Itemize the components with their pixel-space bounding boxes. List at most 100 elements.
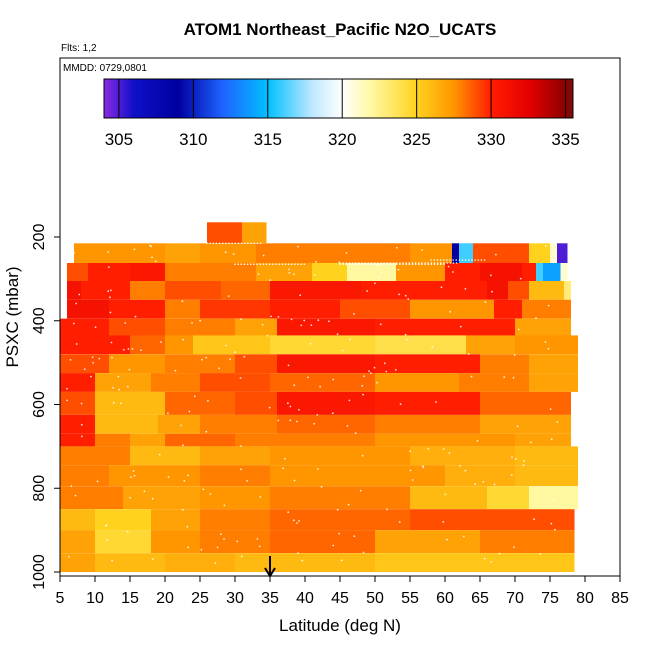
track-point (129, 496, 132, 499)
track-point (126, 530, 129, 533)
track-point (151, 497, 154, 500)
heatmap-cell (165, 243, 200, 263)
x-tick-label-55: 55 (401, 590, 419, 607)
track-point (464, 259, 467, 261)
heatmap-cell (270, 299, 340, 319)
heatmap-cell (95, 553, 165, 572)
track-point (118, 388, 120, 391)
track-point (303, 263, 306, 266)
track-point (134, 315, 137, 318)
track-point (109, 311, 112, 314)
date-label: MMDD: 0729,0801 (63, 63, 147, 74)
track-point (447, 265, 450, 268)
track-point (240, 242, 243, 245)
track-point (424, 263, 426, 266)
track-point (262, 263, 265, 266)
track-point (421, 249, 423, 251)
track-point (433, 263, 436, 266)
track-point (464, 288, 467, 290)
flight-track-points (66, 242, 559, 565)
track-point (270, 315, 272, 318)
track-point (452, 271, 454, 273)
heatmap-cell (375, 530, 480, 554)
track-point (253, 242, 255, 245)
track-point (367, 262, 370, 264)
track-point (361, 384, 364, 387)
track-point (287, 263, 290, 266)
heatmap-cell (151, 373, 200, 392)
track-point (373, 366, 376, 369)
track-point (111, 559, 113, 562)
track-point (455, 259, 458, 261)
track-point (275, 263, 277, 266)
track-point (418, 263, 420, 266)
track-point (399, 263, 401, 266)
track-point (495, 253, 497, 256)
track-point (340, 559, 343, 562)
heatmap-cell (95, 509, 151, 531)
track-point (421, 465, 424, 467)
x-axis-label: Latitude (deg N) (279, 616, 401, 635)
track-point (72, 322, 75, 325)
track-point (513, 546, 515, 548)
track-point (355, 262, 357, 264)
colorbar: 305 310 315 320 325 330 335 (103, 78, 580, 149)
heatmap-cell (151, 509, 200, 531)
track-point (392, 262, 395, 264)
track-point (389, 262, 392, 264)
track-point (347, 503, 350, 506)
track-point (361, 454, 364, 457)
heatmap-cell (165, 553, 235, 572)
track-point (374, 282, 376, 285)
track-point (544, 245, 547, 247)
heatmap-cell (95, 433, 130, 447)
track-point (310, 324, 313, 326)
track-point (262, 254, 265, 257)
heatmap-cell (410, 509, 515, 531)
heatmap-cell (165, 263, 256, 281)
track-point (383, 262, 385, 264)
track-point (452, 262, 455, 264)
heatmap-cell (200, 243, 256, 263)
track-point (513, 354, 516, 356)
track-point (91, 356, 94, 359)
heatmap-cell (550, 243, 557, 263)
track-point (130, 476, 133, 479)
track-point (193, 395, 196, 398)
track-point (353, 535, 356, 537)
track-point (266, 334, 269, 337)
heatmap-cell (60, 530, 95, 554)
x-axis: 5 10 15 20 25 30 35 40 45 50 55 60 65 70 75 80 85 (56, 576, 629, 607)
heatmap-cell (543, 263, 561, 281)
colorbar-tick-label-335: 335 (551, 130, 579, 149)
track-point (449, 259, 451, 261)
track-point (517, 328, 520, 331)
track-point (205, 430, 208, 433)
track-point (140, 349, 143, 351)
heatmap-cell (193, 335, 270, 355)
track-point (80, 402, 83, 405)
track-point (223, 538, 225, 540)
track-point (522, 460, 525, 462)
track-point (379, 323, 382, 326)
track-point (288, 268, 290, 271)
track-point (446, 259, 448, 261)
track-point (96, 480, 99, 483)
x-tick-label-30: 30 (226, 590, 244, 607)
track-point (448, 452, 451, 454)
track-point (181, 508, 184, 511)
track-point (200, 548, 203, 551)
track-point (313, 422, 316, 425)
track-point (117, 375, 120, 378)
track-point (111, 356, 113, 359)
track-point (474, 259, 476, 261)
track-point (367, 263, 370, 266)
heatmap-cell (560, 263, 568, 281)
track-point (277, 316, 280, 318)
track-point (553, 498, 555, 501)
track-point (421, 262, 423, 264)
heatmap-cell (270, 373, 375, 392)
track-point (366, 290, 369, 292)
heatmap-cell (529, 354, 578, 374)
track-point (328, 320, 330, 323)
